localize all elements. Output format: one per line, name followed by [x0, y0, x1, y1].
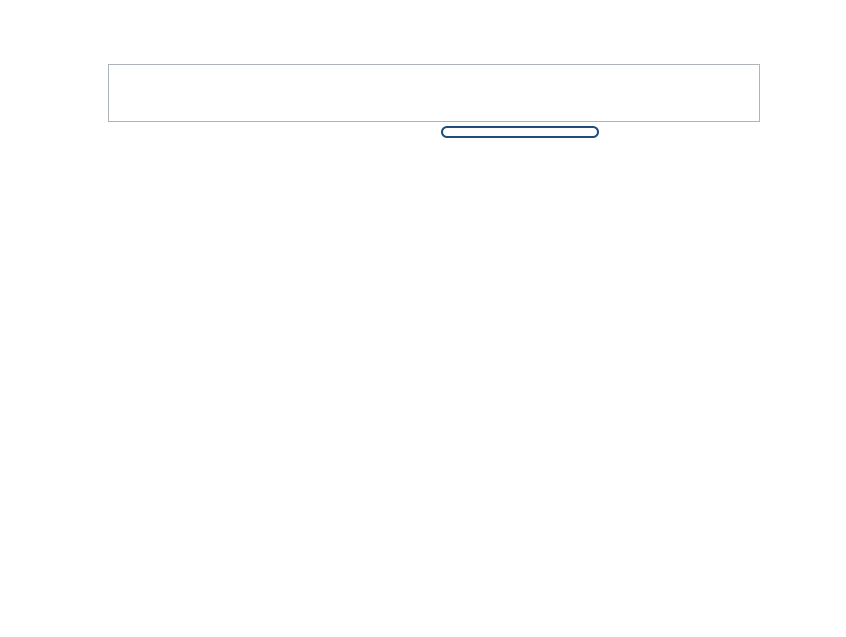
- legend: [108, 64, 760, 122]
- annotation-callout: [441, 126, 599, 138]
